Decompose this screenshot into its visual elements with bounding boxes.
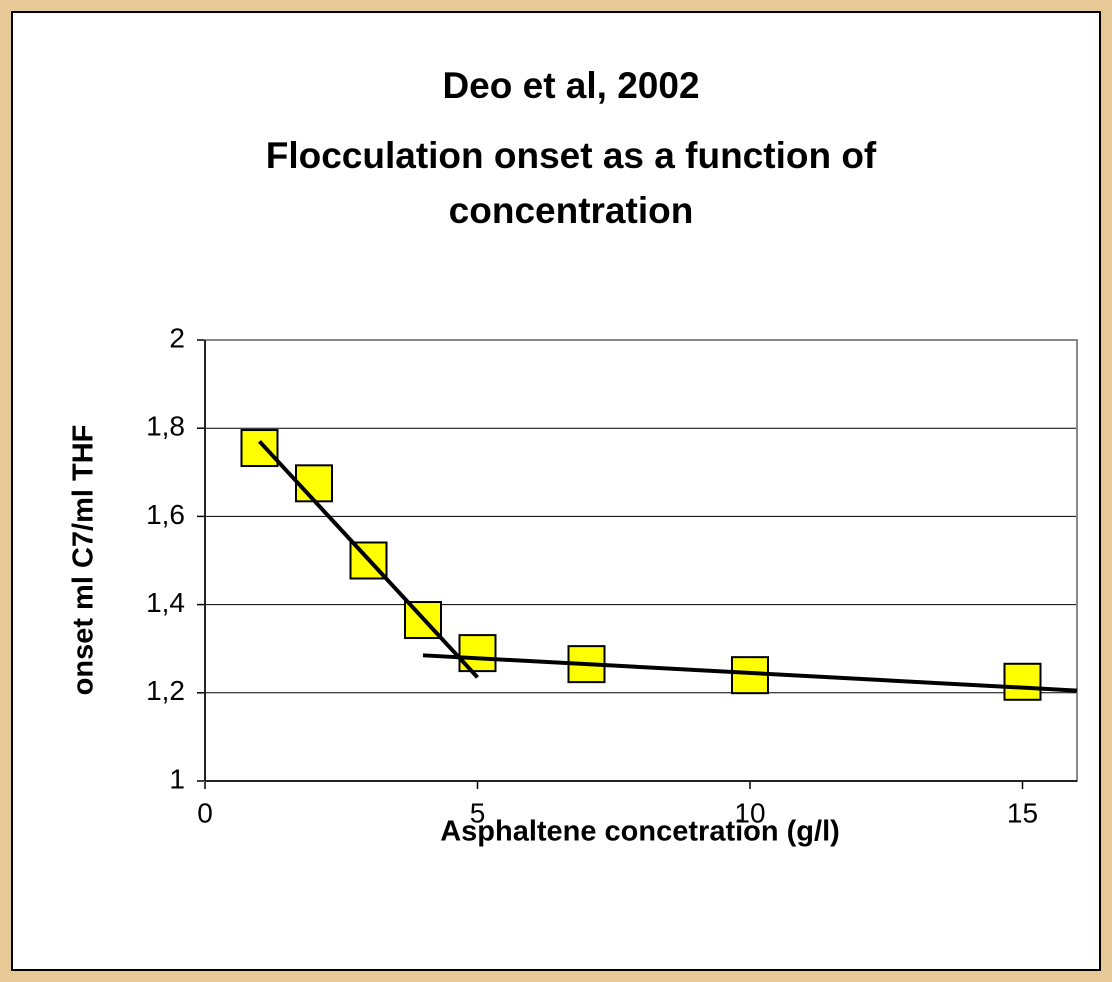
marker [240, 429, 279, 468]
y-tick-label: 1,2 [146, 675, 185, 706]
y-tick-label: 1,8 [146, 411, 185, 442]
x-tick-label: 5 [470, 797, 486, 828]
y-tick-label: 2 [169, 322, 185, 353]
chart-title: concentration [449, 190, 694, 231]
chart-title: Deo et al, 2002 [442, 65, 699, 106]
chart-title: Flocculation onset as a function of [266, 135, 877, 176]
x-axis-label: Asphaltene concetration (g/l) [440, 816, 840, 848]
y-axis-label: onset ml C7/ml THF [68, 425, 100, 696]
y-tick-label: 1,6 [146, 499, 185, 530]
y-tick-label: 1,4 [146, 587, 185, 618]
panel [11, 11, 1101, 971]
x-tick-label: 0 [197, 797, 213, 828]
trendline [258, 440, 479, 679]
marker [458, 634, 497, 673]
marker [295, 464, 333, 503]
y-tick-label: 1 [169, 763, 185, 794]
trendline [422, 653, 1078, 693]
x-tick-label: 15 [1007, 797, 1038, 828]
x-tick-label: 10 [734, 797, 765, 828]
marker [1003, 662, 1042, 701]
